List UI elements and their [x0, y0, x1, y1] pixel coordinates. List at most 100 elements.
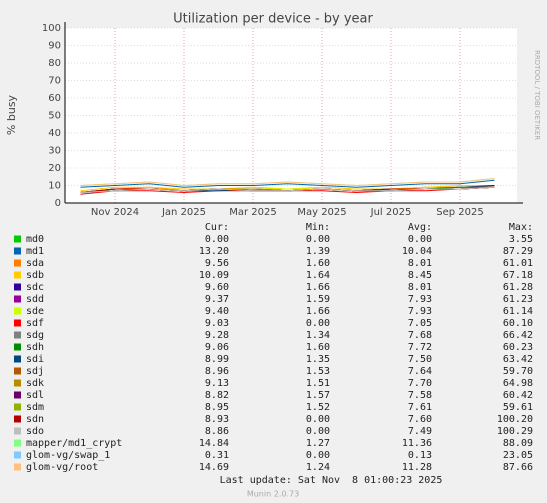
stat-value: 60.42 — [503, 390, 533, 401]
last-update: Last update: Sat Nov 8 01:00:23 2025 — [220, 475, 443, 486]
x-tick-label: May 2025 — [297, 207, 346, 218]
stat-value: 1.60 — [306, 342, 330, 353]
stat-value: 9.28 — [205, 330, 229, 341]
stat-value: 59.61 — [503, 402, 533, 413]
y-tick-label: 50 — [48, 111, 61, 122]
stat-value: 8.82 — [205, 390, 229, 401]
legend-swatch — [14, 271, 21, 279]
legend-label: sdn — [26, 414, 44, 425]
y-axis-label: % busy — [5, 94, 18, 135]
x-tick-label: Mar 2025 — [229, 207, 277, 218]
legend-swatch — [14, 463, 21, 471]
stat-value: 14.84 — [199, 438, 229, 449]
stat-value: 7.61 — [408, 402, 432, 413]
legend-swatch — [14, 307, 21, 315]
stat-value: 1.24 — [306, 462, 330, 473]
legend-swatch — [14, 367, 21, 375]
column-header: Avg: — [408, 222, 432, 233]
legend-label: sdc — [26, 282, 44, 293]
stat-value: 0.00 — [408, 234, 432, 245]
stat-value: 7.70 — [408, 378, 432, 389]
stat-value: 11.36 — [402, 438, 432, 449]
x-tick-label: Nov 2024 — [91, 207, 139, 218]
stat-value: 0.00 — [306, 450, 330, 461]
stat-value: 1.59 — [306, 294, 330, 305]
stat-value: 0.00 — [306, 318, 330, 329]
x-tick-label: Jul 2025 — [370, 207, 412, 218]
stat-value: 67.18 — [503, 270, 533, 281]
stat-value: 8.01 — [408, 258, 432, 269]
stat-value: 9.56 — [205, 258, 229, 269]
series-line — [80, 179, 495, 188]
stat-value: 61.23 — [503, 294, 533, 305]
stat-value: 0.00 — [205, 234, 229, 245]
legend-label: sdb — [26, 270, 44, 281]
x-tick-label: Sep 2025 — [436, 207, 483, 218]
stat-value: 9.60 — [205, 282, 229, 293]
stat-value: 9.06 — [205, 342, 229, 353]
legend-swatch — [14, 379, 21, 387]
stat-value: 13.20 — [199, 246, 229, 257]
side-text: RRDTOOL / TOBI OETIKER — [533, 50, 541, 140]
legend-label: sda — [26, 258, 44, 269]
stat-value: 1.64 — [306, 270, 330, 281]
stat-value: 7.49 — [408, 426, 432, 437]
stat-value: 8.93 — [205, 414, 229, 425]
legend-label: sdi — [26, 354, 44, 365]
legend-swatch — [14, 391, 21, 399]
stat-value: 1.34 — [306, 330, 330, 341]
stat-value: 61.28 — [503, 282, 533, 293]
y-tick-label: 90 — [48, 41, 61, 52]
stat-value: 8.99 — [205, 354, 229, 365]
stat-value: 10.04 — [402, 246, 432, 257]
y-tick-label: 60 — [48, 93, 61, 104]
stat-value: 0.00 — [306, 426, 330, 437]
stat-value: 9.37 — [205, 294, 229, 305]
stat-value: 8.95 — [205, 402, 229, 413]
stat-value: 0.00 — [306, 414, 330, 425]
stat-value: 3.55 — [509, 234, 533, 245]
stat-value: 11.28 — [402, 462, 432, 473]
legend-label: sdl — [26, 390, 44, 401]
stat-value: 1.60 — [306, 258, 330, 269]
stat-value: 0.31 — [205, 450, 229, 461]
legend-swatch — [14, 439, 21, 447]
stat-value: 64.98 — [503, 378, 533, 389]
stat-value: 100.29 — [497, 426, 533, 437]
y-tick-label: 70 — [48, 76, 61, 87]
stat-value: 8.45 — [408, 270, 432, 281]
stat-value: 100.20 — [497, 414, 533, 425]
stat-value: 7.50 — [408, 354, 432, 365]
stat-value: 88.09 — [503, 438, 533, 449]
legend-label: sdf — [26, 318, 44, 329]
legend-label: md0 — [26, 234, 44, 245]
stat-value: 60.23 — [503, 342, 533, 353]
stat-value: 14.69 — [199, 462, 229, 473]
stat-value: 8.01 — [408, 282, 432, 293]
stat-value: 23.05 — [503, 450, 533, 461]
stat-value: 9.03 — [205, 318, 229, 329]
legend-swatch — [14, 343, 21, 351]
stat-value: 7.64 — [408, 366, 432, 377]
y-tick-label: 40 — [48, 128, 61, 139]
legend-swatch — [14, 451, 21, 459]
stat-value: 1.27 — [306, 438, 330, 449]
y-tick-label: 20 — [48, 163, 61, 174]
legend-label: sdg — [26, 330, 44, 341]
y-tick-label: 80 — [48, 58, 61, 69]
stat-value: 1.52 — [306, 402, 330, 413]
stat-value: 7.05 — [408, 318, 432, 329]
legend-label: mapper/md1_crypt — [26, 438, 122, 449]
legend-swatch — [14, 259, 21, 267]
stat-value: 7.68 — [408, 330, 432, 341]
stat-value: 1.57 — [306, 390, 330, 401]
stat-value: 87.66 — [503, 462, 533, 473]
stat-value: 10.09 — [199, 270, 229, 281]
stat-value: 1.39 — [306, 246, 330, 257]
legend-label: sde — [26, 306, 44, 317]
legend-swatch — [14, 403, 21, 411]
y-tick-label: 100 — [42, 23, 61, 34]
y-tick-label: 10 — [48, 181, 61, 192]
stat-value: 1.66 — [306, 282, 330, 293]
